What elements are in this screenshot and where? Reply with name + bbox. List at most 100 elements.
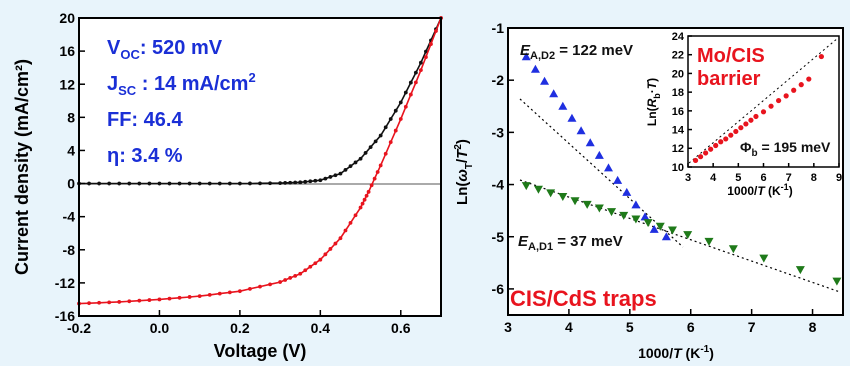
- arrhenius-y-tick-label: -6: [492, 281, 505, 297]
- jv-point-black: [207, 181, 212, 186]
- jv-point-black: [363, 151, 368, 155]
- jv-point-black: [127, 181, 132, 186]
- jv-y-tick-label: 16: [59, 43, 75, 59]
- barrier-title-line2: barrier: [697, 68, 761, 90]
- jv-point-black: [413, 70, 418, 75]
- jv-point-red: [358, 205, 363, 210]
- jv-point-red: [418, 68, 423, 73]
- barrier-point: [818, 53, 824, 60]
- jv-point-red: [197, 294, 202, 299]
- jv-y-tick-label: 0: [67, 176, 75, 192]
- trap-point-green: [759, 254, 769, 263]
- jv-point-black: [227, 181, 232, 186]
- jv-point-red: [323, 252, 328, 257]
- barrier-point: [760, 109, 767, 115]
- jv-plot-area: [79, 18, 441, 316]
- jv-point-red: [107, 300, 112, 305]
- jv-x-axis: -0.2 0.0 0.2 0.4 0.6: [67, 310, 411, 336]
- trap-point-green: [643, 219, 653, 228]
- jv-point-black: [248, 181, 252, 186]
- barrier-point: [743, 121, 749, 127]
- jv-point-red: [258, 284, 262, 289]
- jv-point-black: [328, 175, 333, 179]
- jv-point-black: [378, 133, 383, 138]
- ff-text: FF: 46.4: [107, 109, 183, 131]
- jv-point-red: [298, 271, 303, 276]
- jv-point-red: [147, 298, 152, 302]
- barrier-point: [806, 76, 812, 82]
- barrier-inset-chart: 3 4 5 6 7 8 9 10 12 14 16 18 20 22 24 1000/T (K-1) Ln…: [645, 31, 842, 198]
- arrhenius-y-tick-label: -4: [492, 177, 505, 193]
- trap-point-green: [631, 215, 641, 224]
- jv-point-black: [403, 90, 408, 95]
- arrhenius-y-axis-label: Ln(ωT/T2): [453, 139, 475, 205]
- jv-y-tick-label: -16: [55, 308, 75, 324]
- jv-point-black: [343, 167, 348, 172]
- jv-point-black: [408, 80, 413, 85]
- jv-point-red: [343, 228, 348, 233]
- jv-parameters: VOC: 520 mV JSC : 14 mA/cm2 FF: 46.4 η: …: [107, 37, 256, 167]
- jv-point-black: [293, 180, 298, 185]
- jv-point-black: [283, 181, 288, 185]
- inset-background: [685, 33, 842, 170]
- trap-point-blue: [613, 175, 623, 184]
- jv-point-red: [207, 292, 212, 297]
- jv-y-tick-label: -12: [55, 275, 75, 291]
- jv-point-red: [308, 264, 313, 269]
- barrier-point: [738, 125, 744, 131]
- jv-point-red: [167, 296, 172, 301]
- trap-point-green: [582, 200, 592, 209]
- jv-point-red: [248, 286, 252, 291]
- jv-point-red: [293, 273, 298, 278]
- barrier-point: [713, 142, 719, 149]
- jv-point-red: [434, 29, 438, 33]
- inset-y-axis: 10 12 14 16 18 20 22 24: [672, 31, 692, 174]
- trap-point-blue: [604, 163, 613, 172]
- trap-point-blue: [558, 101, 568, 110]
- jv-y-tick-label: -4: [63, 209, 76, 225]
- trap-point-green: [533, 185, 543, 194]
- jv-chart: -0.2 0.0 0.2 0.4 0.6 -16 -12 -8 -4 0 4 8 12 16 20 Vol…: [12, 10, 443, 361]
- d2-fit-line: [519, 98, 684, 248]
- jv-point-red: [237, 289, 242, 294]
- trap-point-blue: [594, 150, 604, 159]
- jv-point-black: [298, 180, 303, 185]
- jv-point-black: [373, 139, 378, 144]
- inset-x-tick-label: 5: [735, 172, 741, 184]
- jv-point-red: [187, 295, 192, 299]
- jv-point-red: [303, 268, 308, 273]
- trap-point-green: [795, 266, 805, 275]
- inset-y-tick-label: 18: [672, 87, 684, 99]
- inset-y-tick-label: 14: [672, 125, 685, 137]
- arrhenius-x-tick-label: 4: [565, 319, 573, 335]
- inset-y-tick-label: 24: [672, 31, 685, 43]
- trap-point-green: [594, 204, 604, 213]
- inset-x-tick-label: 3: [685, 172, 691, 184]
- jv-point-red: [177, 295, 182, 300]
- inset-y-tick-label: 20: [672, 68, 684, 80]
- jv-point-black: [313, 178, 318, 183]
- inset-x-tick-label: 4: [710, 172, 717, 184]
- barrier-point: [748, 117, 754, 123]
- jv-y-tick-label: 8: [67, 109, 75, 125]
- jv-point-black: [368, 145, 373, 150]
- inset-x-tick-label: 8: [811, 172, 817, 184]
- arrhenius-x-tick-label: 6: [687, 319, 695, 335]
- jv-point-black: [177, 181, 182, 186]
- arrhenius-x-axis-label: 1000/T (K-1): [638, 344, 714, 361]
- jv-point-red: [278, 280, 283, 284]
- jv-point-black: [187, 181, 192, 186]
- jsc-text: JSC : 14 mA/cm2: [107, 70, 256, 98]
- jv-point-red: [383, 151, 388, 156]
- barrier-title-line1: Mo/CIS: [697, 45, 765, 67]
- jv-point-red: [137, 298, 142, 303]
- jv-point-red: [117, 300, 122, 304]
- arrhenius-series-group: [521, 52, 842, 286]
- trap-point-green: [704, 237, 714, 246]
- inset-y-tick-label: 12: [672, 143, 684, 155]
- jv-point-black: [398, 100, 403, 105]
- barrier-point: [728, 132, 734, 138]
- jv-point-black: [97, 181, 102, 186]
- jv-point-black: [323, 176, 328, 181]
- barrier-point: [791, 87, 797, 93]
